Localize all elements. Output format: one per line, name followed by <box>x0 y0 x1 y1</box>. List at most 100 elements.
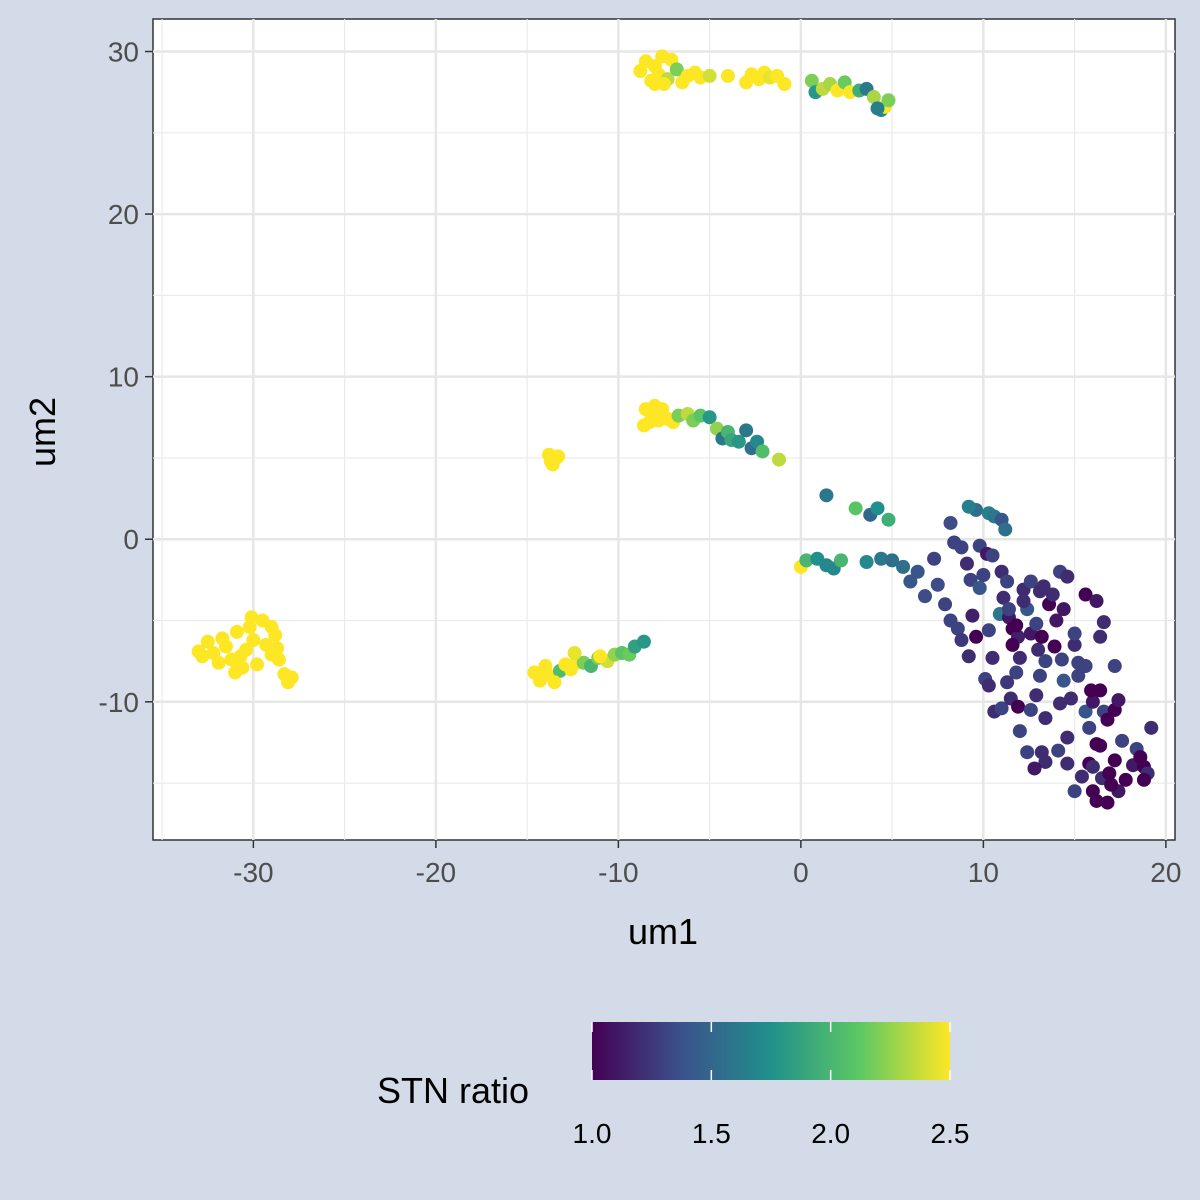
data-point <box>994 701 1009 716</box>
data-point <box>200 634 215 649</box>
x-tick-label: 20 <box>1150 857 1181 888</box>
x-axis-ticks: -30 -20 -10 0 10 20 <box>233 840 1181 888</box>
data-point <box>804 73 819 88</box>
data-point <box>1011 699 1026 714</box>
data-point <box>1078 704 1093 719</box>
x-tick-label: -20 <box>416 857 456 888</box>
data-point <box>1032 668 1047 683</box>
data-point <box>1049 613 1064 628</box>
data-point <box>1000 675 1015 690</box>
legend-colorbar <box>592 1022 950 1080</box>
y-axis-ticks: -10 0 10 20 30 <box>99 37 153 718</box>
data-point <box>938 597 953 612</box>
data-point <box>271 652 286 667</box>
data-point <box>1005 637 1020 652</box>
data-point <box>246 633 261 648</box>
data-point <box>1053 696 1068 711</box>
data-point <box>1016 594 1031 609</box>
data-point <box>1078 587 1093 602</box>
data-point <box>1089 737 1104 752</box>
data-point <box>1060 569 1075 584</box>
data-point <box>963 572 978 587</box>
data-point <box>1060 730 1075 745</box>
data-point <box>636 418 651 433</box>
data-point <box>1118 772 1133 787</box>
data-point <box>1051 743 1066 758</box>
data-point <box>1089 793 1104 808</box>
data-point <box>1071 655 1086 670</box>
data-point <box>264 620 279 635</box>
data-point <box>702 68 717 83</box>
grid-lines <box>153 19 1175 840</box>
data-points <box>191 49 1159 810</box>
data-point <box>739 423 754 438</box>
data-point <box>1012 650 1027 665</box>
data-point <box>239 642 254 657</box>
data-point <box>547 675 562 690</box>
data-point <box>647 77 662 92</box>
data-point <box>244 610 259 625</box>
data-point <box>532 673 547 688</box>
data-point <box>1107 659 1122 674</box>
x-tick-label: -30 <box>233 857 273 888</box>
data-point <box>702 410 717 425</box>
data-point <box>1074 769 1089 784</box>
data-point <box>896 559 911 574</box>
data-point <box>1084 683 1099 698</box>
data-point <box>1063 691 1078 706</box>
y-tick-label: 30 <box>108 37 139 68</box>
data-point <box>1111 693 1126 708</box>
color-legend: STN ratio 1.0 1.5 2.0 2.5 <box>377 1022 969 1149</box>
data-point <box>284 670 299 685</box>
x-tick-label: -10 <box>598 857 638 888</box>
data-point <box>881 512 896 527</box>
data-point <box>903 574 918 589</box>
data-point <box>593 649 608 664</box>
data-point <box>567 646 582 661</box>
data-point <box>731 434 746 449</box>
data-point <box>1144 720 1159 735</box>
data-point <box>1038 654 1053 669</box>
data-point <box>1067 784 1082 799</box>
data-point <box>1089 594 1104 609</box>
data-point <box>538 659 553 674</box>
data-point <box>874 551 889 566</box>
plot-panel <box>152 18 1176 841</box>
data-point <box>1036 579 1051 594</box>
data-point <box>1100 712 1115 727</box>
data-point <box>885 553 900 568</box>
data-point <box>866 90 881 105</box>
data-point <box>1115 733 1130 748</box>
data-point <box>985 650 1000 665</box>
data-point <box>771 452 786 467</box>
data-point <box>191 644 206 659</box>
data-point <box>1060 756 1075 771</box>
data-point <box>985 548 1000 563</box>
data-point <box>211 655 226 670</box>
data-point <box>551 449 566 464</box>
x-tick-label: 0 <box>793 857 809 888</box>
data-point <box>910 564 925 579</box>
legend-tick-label: 1.0 <box>573 1118 612 1149</box>
data-point <box>965 608 980 623</box>
x-axis-title: um1 <box>628 911 698 952</box>
data-point <box>870 101 885 116</box>
data-point <box>1102 766 1117 781</box>
data-point <box>943 515 958 530</box>
data-point <box>1001 602 1016 617</box>
data-point <box>1020 745 1035 760</box>
y-tick-label: 0 <box>123 524 139 555</box>
data-point <box>1023 574 1038 589</box>
data-point <box>1000 574 1015 589</box>
data-point <box>996 590 1011 605</box>
data-point <box>669 62 684 77</box>
data-point <box>1029 616 1044 631</box>
x-tick-label: 10 <box>968 857 999 888</box>
data-point <box>969 629 984 644</box>
data-point <box>1136 772 1151 787</box>
legend-tick-label: 1.5 <box>692 1118 731 1149</box>
data-point <box>215 631 230 646</box>
y-axis-title: um2 <box>22 397 63 467</box>
data-point <box>1093 629 1108 644</box>
